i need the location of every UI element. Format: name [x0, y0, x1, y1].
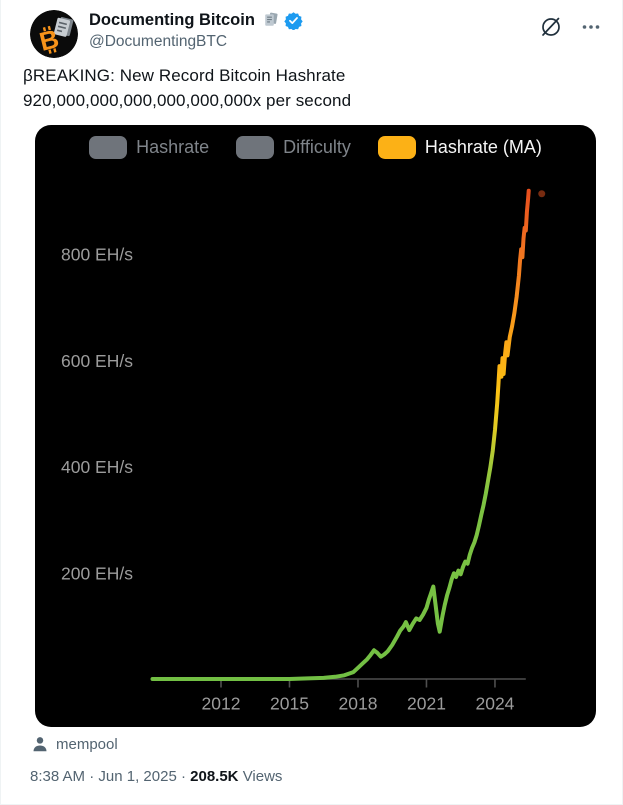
more-ellipsis-icon: [582, 25, 600, 29]
legend-item-hashrate-ma: Hashrate (MA): [377, 136, 542, 159]
tagged-user-label: mempool: [56, 735, 118, 753]
timestamp-row: 8:38 AM · Jun 1, 2025 · 208.5K Views: [30, 768, 282, 785]
y-axis-label: 600 EH/s: [61, 351, 133, 371]
avatar[interactable]: B: [30, 10, 78, 58]
views-label: Views: [242, 768, 283, 785]
more-button[interactable]: [578, 14, 604, 40]
legend-item-difficulty: Difficulty: [236, 136, 351, 159]
paper-docs-icon: [265, 12, 278, 26]
legend-label-hashrate-ma: Hashrate (MA): [424, 137, 542, 157]
tagged-user-row[interactable]: mempool: [31, 735, 118, 753]
legend-label-difficulty: Difficulty: [283, 137, 351, 157]
x-axis-label: 2021: [407, 694, 446, 714]
current-value-dot: [538, 190, 546, 198]
hashrate-plot: 800 EH/s 600 EH/s 400 EH/s 200 EH/s 2012 2015…: [61, 188, 546, 714]
tweet-date: Jun 1, 2025: [98, 768, 177, 785]
tweet-text-line-1: βREAKING: New Record Bitcoin Hashrate: [23, 66, 346, 85]
legend-swatch-hashrate-ma: [377, 136, 416, 159]
chart-media[interactable]: Hashrate Difficulty Hashrate (MA) 800 EH…: [35, 125, 596, 727]
person-icon: [33, 737, 47, 752]
x-axis-label: 2015: [270, 694, 309, 714]
y-axis-label: 800 EH/s: [61, 245, 133, 265]
user-handle[interactable]: @DocumentingBTC: [89, 33, 228, 50]
x-axis-label: 2012: [202, 694, 241, 714]
grok-button[interactable]: [538, 14, 564, 40]
tweet-text-line-2: 920,000,000,000,000,000,000x per second: [23, 91, 352, 110]
separator-dot: ·: [89, 768, 95, 785]
hashrate-ma-line: [150, 188, 531, 681]
verified-badge-icon: [284, 12, 303, 30]
bitcoin-documents-avatar-graphic: B: [30, 10, 78, 58]
legend-swatch-difficulty: [236, 136, 275, 159]
legend-swatch-hashrate: [89, 136, 128, 159]
chart-legend: Hashrate Difficulty Hashrate (MA): [35, 136, 596, 159]
legend-label-hashrate: Hashrate: [136, 137, 210, 157]
tweet-text: βREAKING: New Record Bitcoin Hashrate 92…: [23, 63, 605, 113]
name-row: Documenting Bitcoin: [89, 11, 303, 30]
display-name[interactable]: Documenting Bitcoin: [89, 11, 255, 29]
x-axis-label: 2024: [475, 694, 514, 714]
separator-dot: ·: [180, 768, 186, 785]
tweet-time: 8:38 AM: [30, 768, 86, 785]
views-count: 208.5K: [190, 768, 239, 785]
y-axis-label: 200 EH/s: [61, 563, 133, 583]
legend-item-hashrate: Hashrate: [89, 136, 209, 159]
grok-slash-icon: [542, 17, 560, 36]
x-axis-label: 2018: [339, 694, 378, 714]
header-actions: [538, 14, 604, 40]
y-axis-label: 400 EH/s: [61, 457, 133, 477]
